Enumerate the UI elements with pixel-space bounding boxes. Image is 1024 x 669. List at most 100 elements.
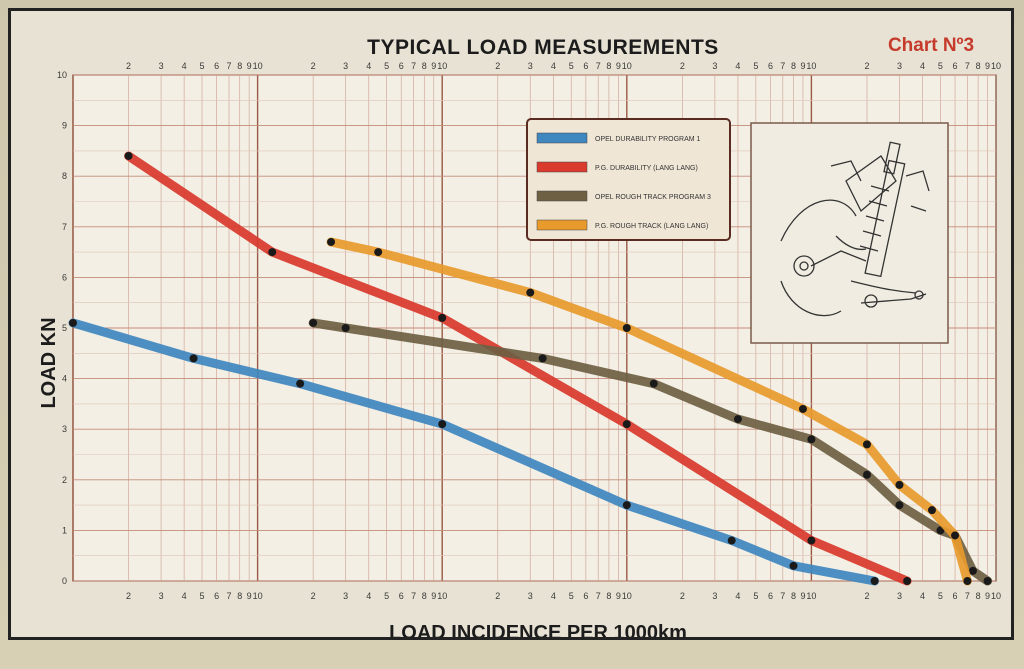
x-tick-label-bottom: 10 xyxy=(437,591,447,601)
legend-items: OPEL DURABILITY PROGRAM 1 P.G. DURABILITY… xyxy=(536,132,711,231)
x-tick-label-bottom: 8 xyxy=(791,591,796,601)
x-tick-label-top: 2 xyxy=(680,61,685,71)
x-tick-label-bottom: 9 xyxy=(800,591,805,601)
x-tick-label-top: 3 xyxy=(159,61,164,71)
x-tick-label-top: 3 xyxy=(712,61,717,71)
x-tick-label-bottom: 2 xyxy=(495,591,500,601)
x-tick-label-bottom: 5 xyxy=(569,591,574,601)
data-point xyxy=(936,526,945,535)
x-tick-label-top: 9 xyxy=(985,61,990,71)
x-tick-label-bottom: 7 xyxy=(596,591,601,601)
x-tick-label-top: 5 xyxy=(569,61,574,71)
x-tick-label-top: 6 xyxy=(214,61,219,71)
x-tick-label-top: 7 xyxy=(411,61,416,71)
y-tick-label: 7 xyxy=(62,222,67,232)
x-tick-label-top: 8 xyxy=(422,61,427,71)
x-tick-label-bottom: 3 xyxy=(343,591,348,601)
x-tick-label-bottom: 10 xyxy=(253,591,263,601)
x-tick-label-top: 4 xyxy=(920,61,925,71)
series-line-1 xyxy=(68,318,880,586)
x-tick-label-bottom: 4 xyxy=(551,591,556,601)
x-tick-label-top: 6 xyxy=(583,61,588,71)
data-point xyxy=(862,470,871,479)
data-point xyxy=(895,501,904,510)
x-tick-label-top: 10 xyxy=(437,61,447,71)
x-tick-label-top: 5 xyxy=(200,61,205,71)
x-tick-label-bottom: 3 xyxy=(528,591,533,601)
x-tick-label-bottom: 6 xyxy=(583,591,588,601)
x-tick-label-top: 4 xyxy=(366,61,371,71)
x-tick-label-bottom: 5 xyxy=(938,591,943,601)
illustration-frame xyxy=(750,122,949,344)
data-point xyxy=(951,531,960,540)
data-point xyxy=(968,566,977,575)
x-tick-label-top: 3 xyxy=(343,61,348,71)
y-tick-label: 9 xyxy=(62,121,67,131)
data-point xyxy=(733,415,742,424)
data-point xyxy=(374,248,383,257)
data-point xyxy=(798,404,807,413)
x-tick-label-top: 10 xyxy=(253,61,263,71)
legend-label: P.G. ROUGH TRACK (LANG LANG) xyxy=(595,223,708,230)
x-tick-label-top: 4 xyxy=(551,61,556,71)
x-tick-label-bottom: 4 xyxy=(366,591,371,601)
x-tick-label-bottom: 9 xyxy=(247,591,252,601)
x-tick-label-bottom: 7 xyxy=(226,591,231,601)
x-tick-label-bottom: 5 xyxy=(753,591,758,601)
legend-label: OPEL DURABILITY PROGRAM 1 xyxy=(595,136,701,143)
y-tick-labels: 0 1 2 3 4 5 6 7 8 9 10 xyxy=(57,70,67,586)
y-tick-label: 4 xyxy=(62,374,67,384)
x-tick-label-bottom: 4 xyxy=(735,591,740,601)
x-tick-label-top: 3 xyxy=(897,61,902,71)
x-tick-labels-bottom: 2 3 4 5 6 7 8 9 10 2 3 4 5 6 7 8 9 10 2 3 4 5 6 7 8 9 10 2 3 4 5 6 7 8 9 10… xyxy=(126,591,1001,601)
x-tick-label-bottom: 7 xyxy=(411,591,416,601)
legend-box xyxy=(526,118,731,241)
x-tick-label-bottom: 6 xyxy=(953,591,958,601)
x-tick-label-bottom: 2 xyxy=(126,591,131,601)
y-tick-label: 6 xyxy=(62,272,67,282)
x-tick-label-bottom: 7 xyxy=(780,591,785,601)
x-tick-label-top: 8 xyxy=(791,61,796,71)
data-point xyxy=(341,324,350,332)
x-tick-label-top: 10 xyxy=(991,61,1001,71)
x-tick-label-top: 3 xyxy=(528,61,533,71)
legend-label: P.G. DURABILITY (LANG LANG) xyxy=(595,165,698,172)
x-tick-label-bottom: 10 xyxy=(806,591,816,601)
x-tick-label-top: 8 xyxy=(237,61,242,71)
x-tick-label-top: 6 xyxy=(399,61,404,71)
x-axis-title: LOAD INCIDENCE PER 1000km xyxy=(389,622,687,637)
data-point xyxy=(963,577,972,585)
x-tick-label-bottom: 8 xyxy=(237,591,242,601)
x-tick-label-top: 9 xyxy=(247,61,252,71)
y-tick-label: 10 xyxy=(57,70,67,80)
x-tick-label-bottom: 3 xyxy=(159,591,164,601)
x-tick-label-bottom: 8 xyxy=(976,591,981,601)
data-point xyxy=(309,318,318,327)
x-tick-label-top: 6 xyxy=(768,61,773,71)
x-tick-label-bottom: 5 xyxy=(200,591,205,601)
suspension-illustration xyxy=(750,122,949,344)
x-tick-label-top: 4 xyxy=(182,61,187,71)
legend-swatch xyxy=(536,161,588,173)
series-line-4 xyxy=(326,237,972,586)
x-tick-label-top: 6 xyxy=(953,61,958,71)
load-chart-svg: TYPICAL LOAD MEASUREMENTS Chart Nº3 2 3 4 5… xyxy=(38,35,1001,637)
data-point xyxy=(622,501,631,510)
x-tick-label-top: 7 xyxy=(596,61,601,71)
x-tick-label-bottom: 4 xyxy=(182,591,187,601)
x-tick-label-bottom: 8 xyxy=(606,591,611,601)
x-tick-label-top: 2 xyxy=(864,61,869,71)
y-tick-label: 0 xyxy=(62,576,67,586)
y-tick-label: 5 xyxy=(62,323,67,333)
x-tick-label-bottom: 4 xyxy=(920,591,925,601)
x-tick-label-top: 5 xyxy=(938,61,943,71)
wheel-hub-icon xyxy=(793,255,815,277)
legend-swatch xyxy=(536,190,588,202)
x-tick-label-bottom: 2 xyxy=(680,591,685,601)
chart-card: TYPICAL LOAD MEASUREMENTS Chart Nº3 2 3 4 5… xyxy=(8,8,1014,640)
series-line-2 xyxy=(124,151,912,586)
x-tick-label-top: 7 xyxy=(780,61,785,71)
y-tick-label: 1 xyxy=(62,525,67,535)
data-point xyxy=(649,379,658,388)
